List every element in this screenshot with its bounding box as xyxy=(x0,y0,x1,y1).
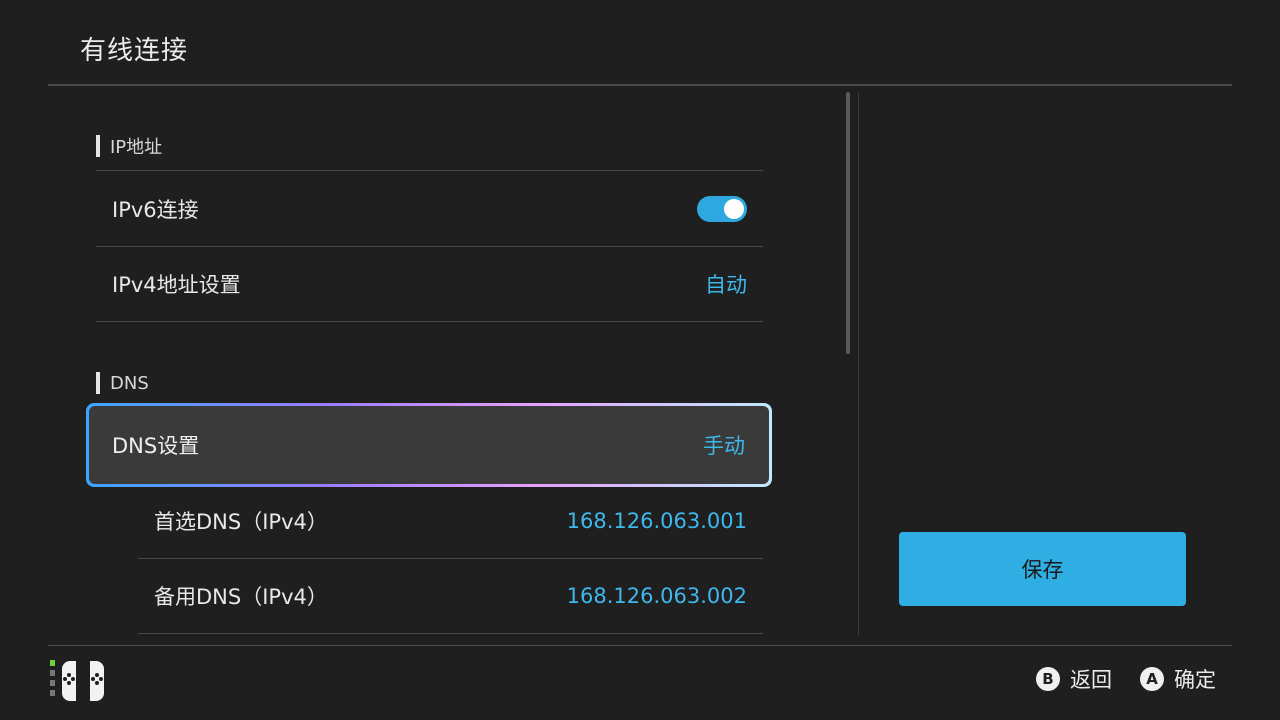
joycon-controller-icon xyxy=(50,660,104,701)
row-divider xyxy=(138,558,763,559)
confirm-label: 确定 xyxy=(1174,668,1216,692)
save-button[interactable]: 保存 xyxy=(899,532,1186,606)
section-label-dns: DNS xyxy=(110,372,149,394)
dns-setting-row-inner[interactable]: DNS设置 手动 xyxy=(89,406,769,484)
primary-dns-value: 168.126.063.001 xyxy=(566,509,747,533)
row-divider xyxy=(96,321,763,322)
b-button-icon: B xyxy=(1036,667,1060,691)
dns-setting-label: DNS设置 xyxy=(112,434,200,458)
back-hint[interactable]: B 返回 xyxy=(1036,664,1112,694)
header-divider xyxy=(48,84,1232,86)
scrollbar[interactable] xyxy=(846,92,850,354)
dns-setting-row-selected[interactable]: DNS设置 手动 xyxy=(86,403,772,487)
section-marker xyxy=(96,135,100,157)
dns-setting-value: 手动 xyxy=(703,434,745,458)
secondary-dns-value: 168.126.063.002 xyxy=(566,584,747,608)
section-marker xyxy=(96,372,100,394)
secondary-dns-row[interactable]: 备用DNS（IPv4） 168.126.063.002 xyxy=(138,559,763,633)
row-divider xyxy=(96,170,763,171)
toggle-knob xyxy=(724,199,744,219)
ipv4-address-setting-label: IPv4地址设置 xyxy=(112,273,241,297)
footer-hints: B 返回 A 确定 xyxy=(1036,664,1216,694)
footer-divider xyxy=(48,645,1232,646)
row-divider xyxy=(96,246,763,247)
section-header-dns: DNS xyxy=(96,371,149,395)
panel-divider xyxy=(858,92,859,636)
a-button-icon: A xyxy=(1140,667,1164,691)
section-label-ip: IP地址 xyxy=(110,137,163,158)
ipv4-address-setting-value: 自动 xyxy=(705,273,747,297)
section-header-ip: IP地址 xyxy=(96,134,162,158)
ipv4-address-setting-row[interactable]: IPv4地址设置 自动 xyxy=(96,247,763,321)
ipv6-connection-label: IPv6连接 xyxy=(112,198,199,222)
row-divider xyxy=(138,633,763,634)
confirm-hint[interactable]: A 确定 xyxy=(1140,664,1216,694)
back-label: 返回 xyxy=(1070,668,1112,692)
primary-dns-row[interactable]: 首选DNS（IPv4） 168.126.063.001 xyxy=(138,484,763,558)
page-title: 有线连接 xyxy=(80,36,189,66)
ipv6-toggle-switch[interactable] xyxy=(697,196,747,222)
ipv6-connection-row[interactable]: IPv6连接 xyxy=(96,172,763,246)
secondary-dns-label: 备用DNS（IPv4） xyxy=(154,585,328,609)
primary-dns-label: 首选DNS（IPv4） xyxy=(154,510,328,534)
